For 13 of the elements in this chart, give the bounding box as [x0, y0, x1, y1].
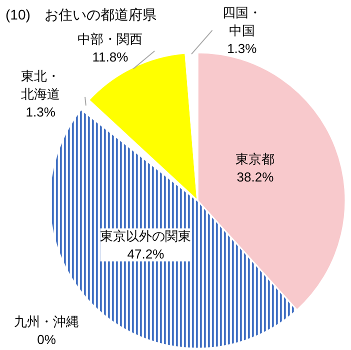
text: 0%	[37, 332, 56, 348]
slice-label: 中部・関西	[78, 32, 143, 47]
data-label: 1.3%	[26, 104, 56, 120]
data-label: 38.2%	[236, 169, 274, 184]
slice-label: 東京以外の関東	[100, 228, 192, 244]
chart-title: (10) お住いの都道府県	[6, 6, 156, 22]
data-label: 11.8%	[92, 50, 129, 65]
slice-label: 東北・北海道	[21, 68, 60, 102]
slice-label: 四国・中国	[222, 4, 262, 38]
slice-label: 東京都	[236, 151, 275, 166]
data-label: 1.3%	[227, 40, 258, 56]
data-label: 47.2%	[127, 246, 165, 262]
category-label: 九州・沖縄	[14, 314, 80, 330]
